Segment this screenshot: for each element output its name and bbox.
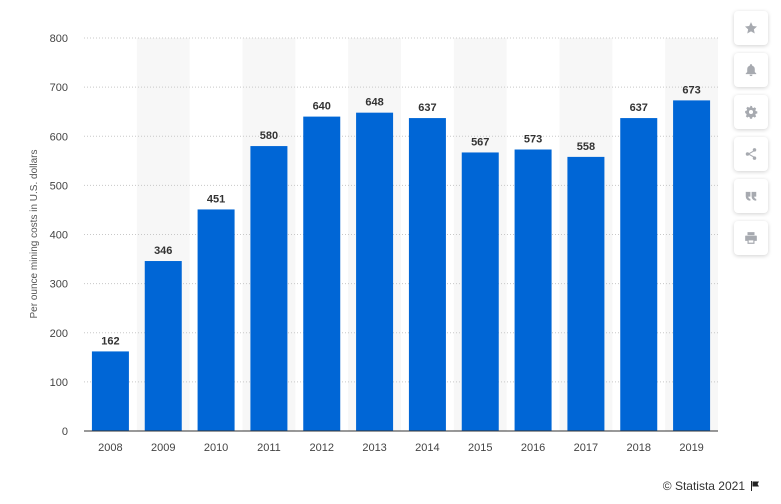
value-labels: 162 346 451 580 640 648 637 567 573 558 637 673 [101,84,701,347]
settings-button[interactable] [734,95,768,129]
y-tick-label: 700 [50,82,68,94]
bar[interactable] [197,209,235,431]
x-tick-label: 2017 [574,442,598,454]
x-tick-label: 2019 [679,442,703,454]
y-tick-label: 400 [50,230,68,242]
y-tick-label: 0 [62,426,68,438]
x-tick-label: 2016 [521,442,545,454]
gridlines [84,37,718,383]
x-tick-label: 2010 [204,442,228,454]
bar[interactable] [356,112,394,432]
print-icon [745,232,757,244]
share-button[interactable] [734,137,768,171]
x-tick-label: 2009 [151,442,175,454]
bell-icon [745,64,757,77]
bar[interactable] [408,118,446,431]
data-label: 640 [313,101,331,113]
favorite-button[interactable] [734,11,768,45]
quote-icon [745,191,757,201]
bar[interactable] [144,261,182,431]
notification-button[interactable] [734,53,768,87]
x-tick-label: 2012 [310,442,334,454]
x-tick-label: 2018 [627,442,651,454]
data-label: 580 [260,130,278,142]
x-tick-label: 2014 [415,442,439,454]
print-button[interactable] [734,221,768,255]
x-tick-label: 2008 [98,442,122,454]
bar[interactable] [91,351,129,431]
bar[interactable] [514,149,552,432]
x-axis-ticks: 2008 2009 2010 2011 2012 2013 2014 2015 2016 2017… [98,442,704,454]
bars [91,100,711,432]
bar[interactable] [620,118,658,431]
x-tick-label: 2011 [257,442,281,454]
bar[interactable] [250,146,288,431]
data-label: 346 [154,245,172,257]
statista-credit[interactable]: © Statista 2021 [663,479,761,493]
y-tick-label: 100 [50,377,68,389]
y-tick-label: 800 [50,33,68,45]
share-icon [745,148,757,160]
cite-button[interactable] [734,179,768,213]
bar[interactable] [567,156,605,431]
y-tick-label: 500 [50,180,68,192]
star-icon [744,22,758,34]
data-label: 162 [101,335,119,347]
data-label: 573 [524,134,542,146]
y-tick-label: 200 [50,328,68,340]
data-label: 637 [418,102,436,114]
y-tick-label: 600 [50,131,68,143]
data-label: 451 [207,193,225,205]
x-tick-label: 2015 [468,442,492,454]
data-label: 673 [682,84,700,96]
credit-text: © Statista 2021 [662,479,745,493]
flag-icon [751,481,759,491]
bar[interactable] [673,100,711,432]
y-tick-label: 300 [50,279,68,291]
data-label: 637 [630,102,648,114]
data-label: 558 [577,141,595,153]
bar[interactable] [303,116,341,431]
data-label: 567 [471,136,489,148]
y-axis-ticks: 0 100 200 300 400 500 600 700 800 [50,33,68,438]
gear-icon [745,105,758,119]
x-tick-label: 2013 [362,442,386,454]
data-label: 648 [365,97,383,109]
bar[interactable] [461,152,499,431]
y-axis-title: Per ounce mining costs in U.S. dollars [29,150,40,319]
